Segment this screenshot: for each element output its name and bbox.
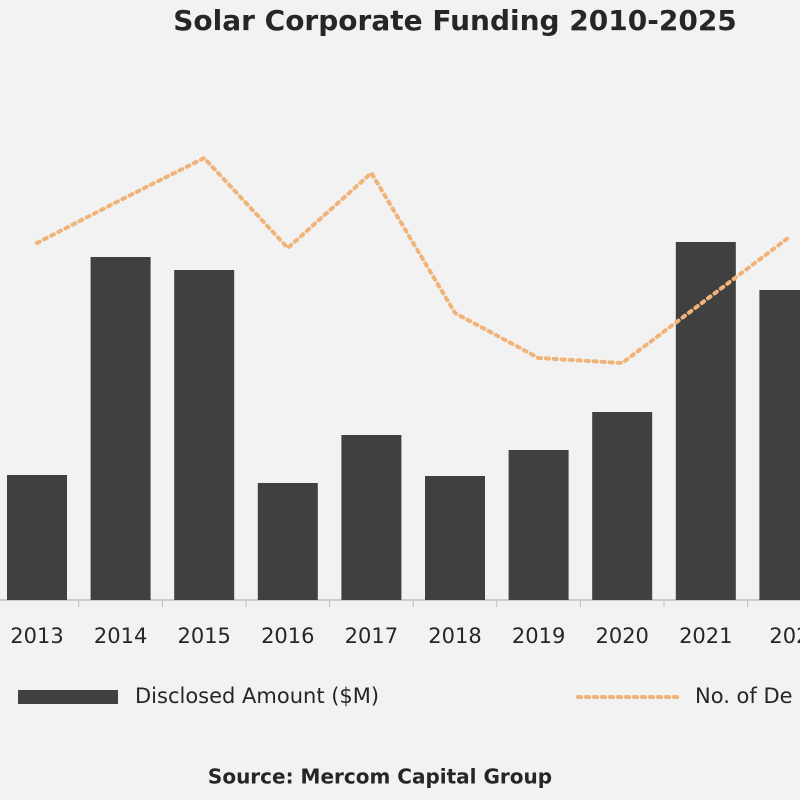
bar xyxy=(7,475,67,600)
bar xyxy=(257,483,318,600)
bar xyxy=(592,412,653,600)
x-tick-label: 2020 xyxy=(595,624,648,648)
x-tick-label: 2021 xyxy=(679,624,732,648)
bar xyxy=(341,435,402,600)
bar xyxy=(90,257,151,600)
x-tick-label: 2019 xyxy=(512,624,565,648)
x-tick-label: 202 xyxy=(769,624,800,648)
legend-label: No. of De xyxy=(695,684,793,708)
bar xyxy=(508,450,569,600)
x-tick-label: 2016 xyxy=(261,624,314,648)
legend-swatch xyxy=(18,690,118,704)
bar xyxy=(425,476,485,600)
bar xyxy=(174,270,235,600)
line xyxy=(35,155,792,366)
x-tick-label: 2018 xyxy=(428,624,481,648)
x-tick-label: 2013 xyxy=(10,624,63,648)
x-tick-label: 2015 xyxy=(177,624,230,648)
bar xyxy=(675,242,736,600)
bar xyxy=(759,290,800,600)
source: Source: Mercom Capital Group xyxy=(208,765,552,789)
chart-title: Solar Corporate Funding 2010-2025 xyxy=(173,4,737,37)
x-tick-label: 2017 xyxy=(345,624,398,648)
x-tick-label: 2014 xyxy=(94,624,147,648)
legend-label: Disclosed Amount ($M) xyxy=(135,684,379,708)
